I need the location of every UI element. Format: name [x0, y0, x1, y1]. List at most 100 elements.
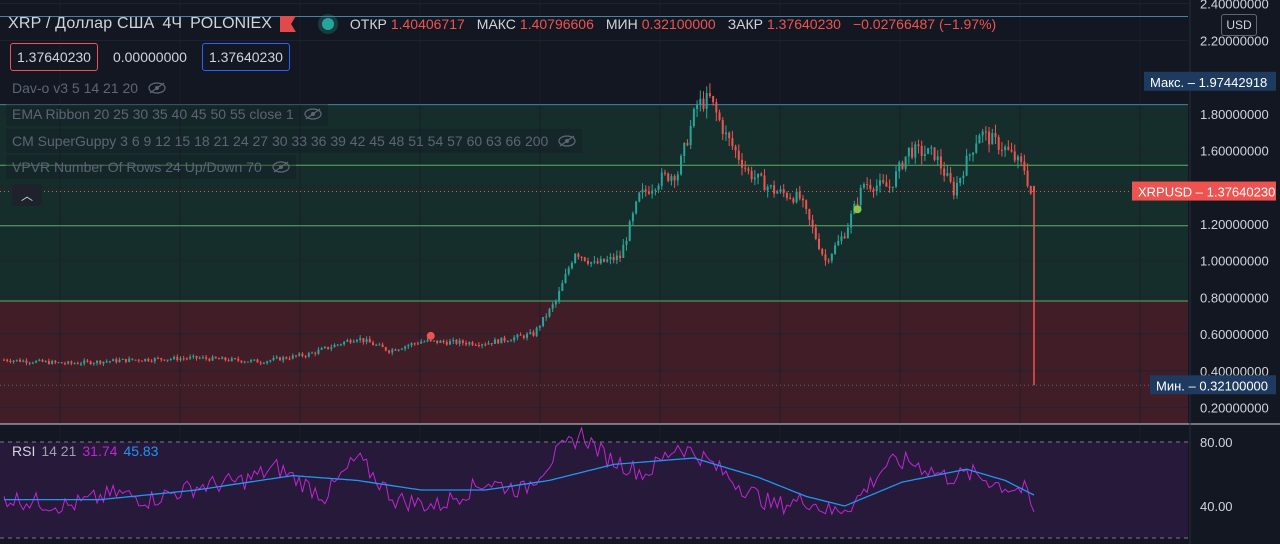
symbol-title[interactable]: XRP / Доллар США [8, 15, 155, 32]
rsi-tick-label: 80.00 [1200, 435, 1233, 450]
close-label: ЗАКР [727, 16, 763, 32]
collapse-legend-button[interactable]: ︿ [12, 184, 42, 206]
candle-body [176, 356, 179, 361]
candle-body [911, 147, 914, 158]
candle-body [1004, 146, 1007, 151]
candle-body [420, 341, 423, 344]
candle-body [490, 343, 493, 345]
candle-body [31, 362, 34, 364]
currency-button[interactable]: USD [1221, 14, 1257, 36]
candle-body [339, 344, 342, 346]
candle-body [516, 334, 519, 338]
signal-marker [426, 331, 435, 340]
candle-body [1007, 146, 1010, 150]
candle-body [1013, 151, 1016, 161]
candle-body [798, 191, 801, 199]
candle-body [25, 360, 28, 363]
indicator-superguppy[interactable]: CM SuperGuppy 3 6 9 12 15 18 21 24 27 30… [6, 129, 583, 153]
indicator-ema-ribbon[interactable]: EMA Ribbon 20 25 30 35 40 45 50 55 close… [6, 102, 328, 126]
candle-body [830, 253, 833, 261]
candle-body [253, 359, 256, 361]
candle-body [1023, 161, 1026, 171]
price-labels: Макс. – 1.97442918 XRPUSD – 1.37640230 Мин… [1132, 71, 1276, 395]
candle-body [19, 359, 22, 362]
candle-body [301, 353, 304, 356]
candle-body [230, 358, 233, 361]
candle-body [965, 155, 968, 176]
candle-body [3, 359, 5, 361]
candle-body [38, 359, 41, 361]
candle-body [936, 156, 939, 160]
candle-body [856, 203, 859, 205]
candle-body [449, 341, 452, 345]
indicator-vpvr[interactable]: VPVR Number Of Rows 24 Up/Down 70 [6, 155, 296, 179]
candle-body [352, 341, 355, 343]
candle-body [118, 359, 121, 363]
candle-body [355, 339, 358, 342]
candle-body [388, 350, 391, 353]
candle-body [112, 359, 115, 362]
rsi-legend[interactable]: RSI 14 21 31.74 45.83 [12, 443, 158, 459]
candle-body [808, 209, 811, 220]
candle-body [365, 339, 368, 343]
candle-body [641, 189, 644, 193]
candle-body [400, 348, 403, 350]
candle-body [291, 355, 294, 359]
candle-body [615, 255, 618, 261]
indicator-label: CM SuperGuppy 3 6 9 12 15 18 21 24 27 30… [12, 133, 549, 149]
rsi-title: RSI [12, 443, 36, 459]
interval-label[interactable]: 4Ч [162, 15, 183, 32]
candle-body [44, 361, 47, 363]
indicator-dav-o[interactable]: Dav-o v3 5 14 21 20 [6, 76, 173, 100]
rsi-ma-line [4, 457, 1035, 507]
candle-body [680, 155, 683, 175]
candle-body [346, 340, 349, 342]
candle-body [747, 168, 750, 171]
candle-body [327, 346, 330, 349]
candle-body [320, 348, 323, 350]
candle-body [821, 249, 824, 255]
candle-body [773, 185, 776, 194]
candle-body [394, 349, 397, 351]
candle-body [542, 317, 545, 327]
y-tick-label: 1.20000000 [1200, 217, 1269, 232]
min-price-bg [1150, 375, 1276, 395]
buy-price-box[interactable]: 1.37640230 [201, 43, 290, 71]
candle-body [888, 186, 891, 188]
eye-hidden-icon[interactable] [304, 108, 322, 120]
candle-body [471, 342, 474, 345]
candle-body [384, 347, 387, 351]
candle-body [1033, 186, 1035, 192]
candle-body [683, 142, 686, 156]
candle-body [901, 162, 904, 169]
candle-body [619, 255, 622, 258]
candle-body [603, 258, 606, 262]
candle-body [407, 345, 410, 347]
candle-body [824, 254, 827, 261]
eye-hidden-icon[interactable] [272, 161, 290, 173]
candle-body [298, 353, 301, 356]
candle-body [381, 344, 384, 348]
y-tick-label: 2.20000000 [1200, 33, 1269, 48]
low-value: 0.32100000 [641, 16, 716, 32]
sell-price-box[interactable]: 1.37640230 [10, 43, 98, 71]
candle-body [86, 360, 89, 362]
candle-body [487, 343, 490, 345]
candle-body [243, 361, 246, 363]
candle-body [185, 358, 188, 360]
candle-body [89, 361, 92, 365]
candle-body [439, 340, 442, 343]
candle-body [558, 290, 561, 301]
flag-icon[interactable] [279, 16, 296, 32]
candle-body [885, 182, 888, 187]
chevron-up-icon: ︿ [20, 188, 33, 203]
rsi-ma-value: 45.83 [123, 443, 159, 459]
eye-hidden-icon[interactable] [558, 135, 576, 147]
candle-body [904, 156, 907, 169]
candle-body [651, 190, 654, 194]
candle-body [917, 144, 920, 146]
candle-body [73, 363, 76, 365]
candle-body [362, 338, 365, 343]
eye-hidden-icon[interactable] [148, 82, 166, 94]
